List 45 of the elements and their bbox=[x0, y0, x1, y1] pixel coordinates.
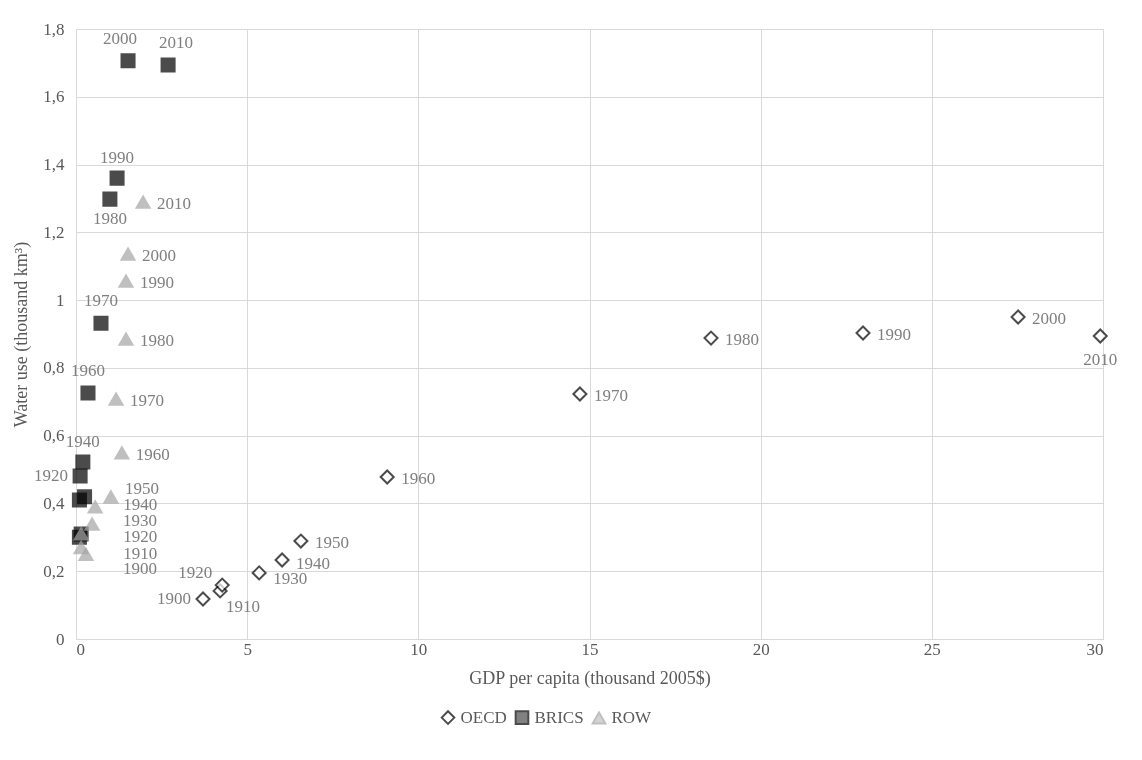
annotation: 1940 bbox=[65, 432, 100, 452]
annotation: 1970 bbox=[130, 391, 165, 411]
x-tick-label: 10 bbox=[410, 639, 428, 659]
legend-label: ROW bbox=[611, 708, 653, 728]
annotation: 1990 bbox=[877, 324, 912, 344]
annotation: 1900 bbox=[157, 589, 192, 609]
annotation: 1980 bbox=[139, 331, 174, 351]
annotation: 2000 bbox=[142, 246, 177, 266]
x-axis-title: GDP per capita (thousand 2005$) bbox=[469, 667, 711, 689]
y-tick-label: 1 bbox=[56, 290, 65, 310]
y-tick-label: 1,2 bbox=[43, 222, 65, 242]
x-tick-label: 30 bbox=[1086, 639, 1104, 659]
y-tick-label: 1,8 bbox=[43, 19, 65, 39]
x-tick-label: 5 bbox=[243, 639, 252, 659]
annotation: 1990 bbox=[100, 148, 135, 168]
y-axis-title: Water use (thousand km³) bbox=[11, 241, 33, 428]
annotation: 1910 bbox=[226, 596, 261, 616]
annotation: 2010 bbox=[157, 194, 192, 214]
annotation: 1960 bbox=[401, 469, 436, 489]
annotation: 1960 bbox=[135, 444, 170, 464]
y-tick-label: 0,2 bbox=[43, 561, 65, 581]
annotation: 2010 bbox=[1083, 350, 1118, 370]
y-tick-label: 0,6 bbox=[43, 426, 65, 446]
annotation: 1970 bbox=[83, 291, 118, 311]
y-tick-label: 1,4 bbox=[43, 155, 65, 175]
annotation: 1970 bbox=[593, 385, 628, 405]
y-tick-label: 1,6 bbox=[43, 87, 65, 107]
annotation: 1920 bbox=[178, 563, 213, 583]
x-tick-label: 0 bbox=[76, 639, 85, 659]
annotation: 1980 bbox=[725, 330, 760, 350]
annotation: 1920 bbox=[34, 465, 69, 485]
x-tick-label: 25 bbox=[923, 639, 941, 659]
legend-label: OECD bbox=[460, 707, 507, 727]
x-tick-label: 20 bbox=[752, 639, 770, 659]
y-tick-label: 0,8 bbox=[43, 358, 65, 378]
annotation: 2010 bbox=[159, 32, 194, 52]
x-tick-label: 15 bbox=[581, 639, 599, 659]
annotation: 1980 bbox=[92, 209, 127, 229]
legend-label: BRICS bbox=[534, 707, 584, 727]
annotation: 1990 bbox=[139, 273, 174, 293]
annotation: 2000 bbox=[1032, 309, 1067, 329]
annotation: 1950 bbox=[314, 533, 349, 553]
annotation: 1960 bbox=[70, 360, 105, 380]
y-tick-label: 0,4 bbox=[43, 493, 65, 513]
annotation: 2000 bbox=[103, 28, 138, 48]
